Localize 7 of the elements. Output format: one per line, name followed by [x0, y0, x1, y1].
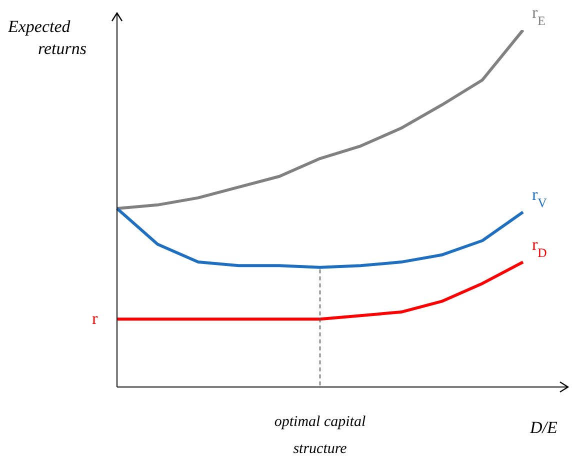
text: r	[92, 309, 98, 328]
y-axis-title: Expected returns	[7, 17, 87, 58]
series-label: r$_{V}$	[532, 185, 548, 210]
text: optimal capital structure	[274, 414, 366, 457]
x-axis-title: D/E	[529, 418, 558, 437]
series-label: r$_{E}$	[532, 3, 546, 28]
series-label: r$_{D}$	[532, 235, 547, 260]
